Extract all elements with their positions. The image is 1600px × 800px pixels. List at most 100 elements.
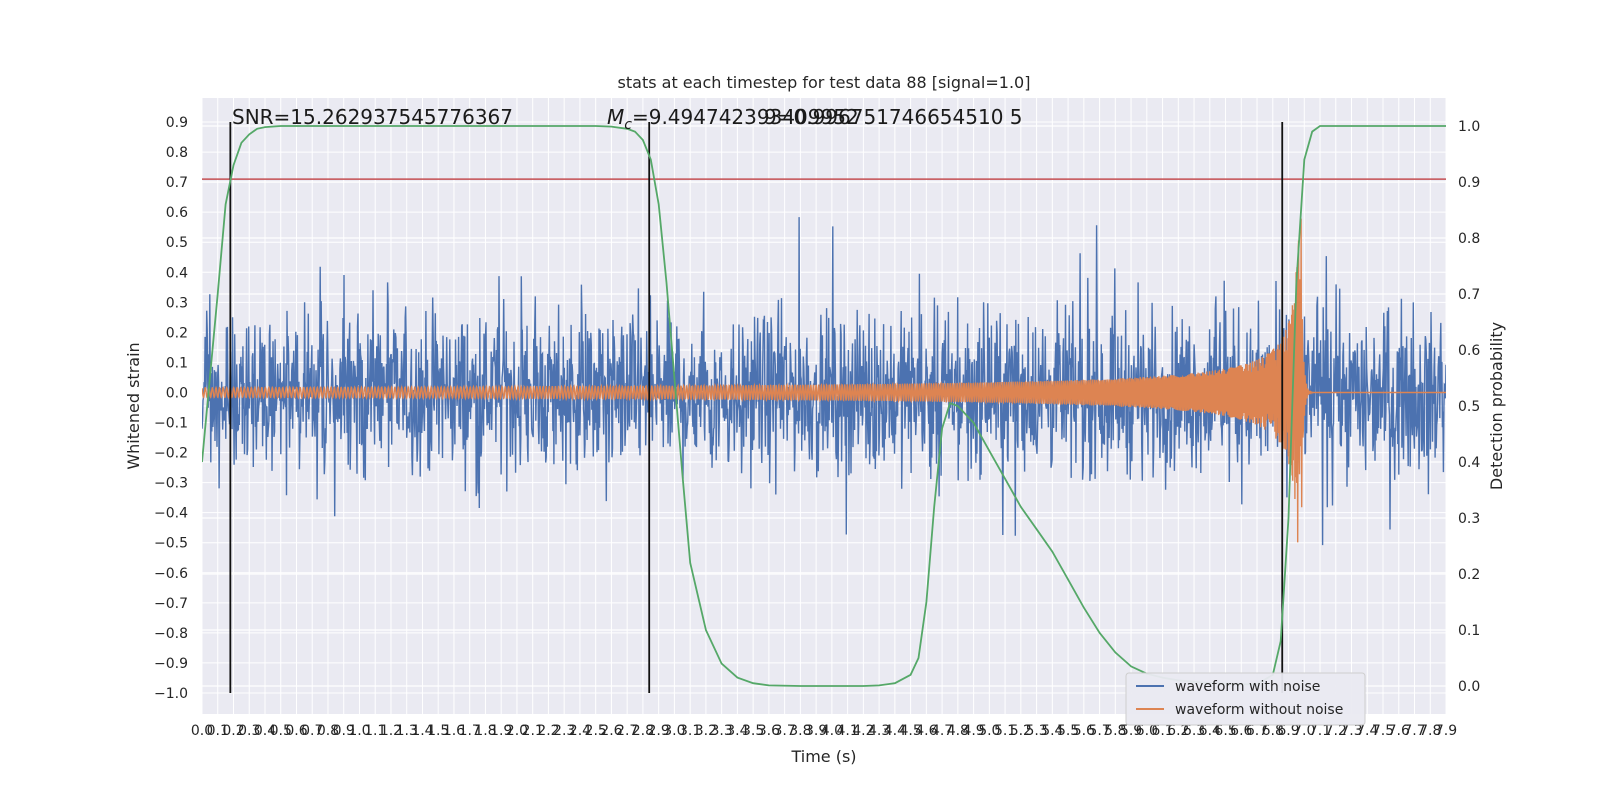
x-tick-label: 6.3 <box>1183 723 1205 739</box>
y-tick-label: −0.5 <box>154 536 188 552</box>
x-tick-label: 3.7 <box>774 723 796 739</box>
x-tick-label: 4.2 <box>852 723 874 739</box>
y-tick-label: 0.6 <box>166 205 188 221</box>
x-tick-label: 0.3 <box>238 723 260 739</box>
x-tick-label: 7.0 <box>1293 723 1315 739</box>
x-tick-label: 4.0 <box>821 723 843 739</box>
x-tick-label: 0.6 <box>285 723 307 739</box>
x-tick-label: 6.4 <box>1199 723 1221 739</box>
x-tick-label: 1.4 <box>411 723 433 739</box>
y-tick-label: −0.4 <box>154 506 188 522</box>
annotation-snr: SNR=15.262937545776367 <box>232 105 513 129</box>
y-axis-label: Whitened strain <box>124 342 143 469</box>
x-tick-label: 7.5 <box>1372 723 1394 739</box>
x-tick-label: 4.8 <box>947 723 969 739</box>
y2-tick-label: 0.8 <box>1458 231 1480 247</box>
x-tick-label: 4.9 <box>962 723 984 739</box>
x-tick-label: 4.6 <box>915 723 937 739</box>
x-tick-label: 5.0 <box>978 723 1000 739</box>
x-tick-label: 3.3 <box>711 723 733 739</box>
x-tick-label: 6.2 <box>1167 723 1189 739</box>
x-tick-label: 7.4 <box>1356 723 1378 739</box>
x-tick-label: 7.2 <box>1325 723 1347 739</box>
x-tick-label: 5.2 <box>1010 723 1032 739</box>
x-tick-labels: 0.00.10.20.30.40.50.60.70.80.91.01.11.21… <box>191 723 1457 739</box>
y-tick-label: 0.0 <box>166 385 188 401</box>
chart-title: stats at each timestep for test data 88 … <box>618 73 1031 92</box>
x-tick-label: 5.3 <box>1025 723 1047 739</box>
x-tick-label: 0.4 <box>254 723 276 739</box>
x-tick-label: 6.0 <box>1136 723 1158 739</box>
x-tick-label: 6.1 <box>1151 723 1173 739</box>
y-tick-label: −0.3 <box>154 476 188 492</box>
x-tick-label: 1.7 <box>459 723 481 739</box>
y-tick-label: −0.1 <box>154 416 188 432</box>
annotation-mc-subscript: c <box>624 117 632 133</box>
x-tick-label: 1.5 <box>427 723 449 739</box>
x-tick-label: 5.7 <box>1088 723 1110 739</box>
legend-label-noise: waveform with noise <box>1175 679 1320 695</box>
y-tick-label: 0.2 <box>166 325 188 341</box>
x-tick-label: 1.2 <box>380 723 402 739</box>
x-tick-label: 6.6 <box>1230 723 1252 739</box>
x-tick-label: 1.0 <box>348 723 370 739</box>
y2-tick-label: 0.0 <box>1458 679 1480 695</box>
y2-tick-label: 0.5 <box>1458 399 1480 415</box>
x-tick-label: 0.5 <box>270 723 292 739</box>
y2-tick-label: 0.6 <box>1458 343 1480 359</box>
x-tick-label: 0.0 <box>191 723 213 739</box>
x-tick-label: 6.9 <box>1277 723 1299 739</box>
y-tick-label: 0.3 <box>166 295 188 311</box>
x-tick-label: 4.7 <box>931 723 953 739</box>
y2-tick-label: 1.0 <box>1458 119 1480 135</box>
x-tick-label: 0.7 <box>301 723 323 739</box>
x-tick-label: 1.8 <box>474 723 496 739</box>
series-waveform-without-noise <box>202 218 1446 543</box>
x-tick-label: 6.8 <box>1262 723 1284 739</box>
x-tick-label: 1.1 <box>364 723 386 739</box>
annotation-mc-value: =9.494742393409952 <box>632 105 859 129</box>
x-tick-label: 5.8 <box>1104 723 1126 739</box>
x-tick-label: 2.3 <box>553 723 575 739</box>
y-tick-label: −0.2 <box>154 446 188 462</box>
y-tick-label: 0.5 <box>166 235 188 251</box>
y2-tick-label: 0.9 <box>1458 175 1480 191</box>
y2-tick-label: 0.4 <box>1458 455 1480 471</box>
y2-tick-label: 0.3 <box>1458 511 1480 527</box>
legend-box <box>1125 672 1366 726</box>
x-tick-label: 2.4 <box>569 723 591 739</box>
x-tick-label: 0.8 <box>317 723 339 739</box>
y-tick-label: 0.1 <box>166 355 188 371</box>
x-tick-label: 7.6 <box>1388 723 1410 739</box>
y2-tick-label: 0.7 <box>1458 287 1480 303</box>
x-tick-label: 3.1 <box>679 723 701 739</box>
x-tick-label: 2.1 <box>522 723 544 739</box>
x-tick-label: 7.9 <box>1435 723 1457 739</box>
x-tick-label: 1.6 <box>443 723 465 739</box>
x-tick-label: 3.5 <box>742 723 764 739</box>
x-tick-label: 2.2 <box>537 723 559 739</box>
legend-label-clean: waveform without noise <box>1175 702 1343 718</box>
y2-tick-label: 0.2 <box>1458 567 1480 583</box>
y2-tick-label: 0.1 <box>1458 623 1480 639</box>
x-tick-label: 1.3 <box>396 723 418 739</box>
annotation-mc-symbol: M <box>607 105 624 129</box>
annotation-chirp-mass: Mc=9.494742393409952 <box>607 105 859 133</box>
x-tick-label: 7.7 <box>1403 723 1425 739</box>
y2-tick-labels: 1.0 0.9 0.8 0.7 0.6 0.5 0.4 0.3 0.2 0.1 0.0 <box>1458 119 1480 695</box>
x-tick-label: 6.5 <box>1214 723 1236 739</box>
x-tick-label: 2.7 <box>616 723 638 739</box>
x-tick-label: 3.2 <box>695 723 717 739</box>
x-tick-label: 5.4 <box>1041 723 1063 739</box>
x-tick-label: 2.6 <box>600 723 622 739</box>
x-tick-label: 5.5 <box>1057 723 1079 739</box>
y-tick-label: −0.6 <box>154 566 188 582</box>
y-tick-label: 0.8 <box>166 145 188 161</box>
x-tick-label: 7.3 <box>1340 723 1362 739</box>
y-tick-label: −1.0 <box>154 686 188 702</box>
x-tick-label: 0.1 <box>207 723 229 739</box>
x-tick-label: 7.1 <box>1309 723 1331 739</box>
x-tick-label: 3.6 <box>758 723 780 739</box>
y-tick-label: −0.9 <box>154 656 188 672</box>
